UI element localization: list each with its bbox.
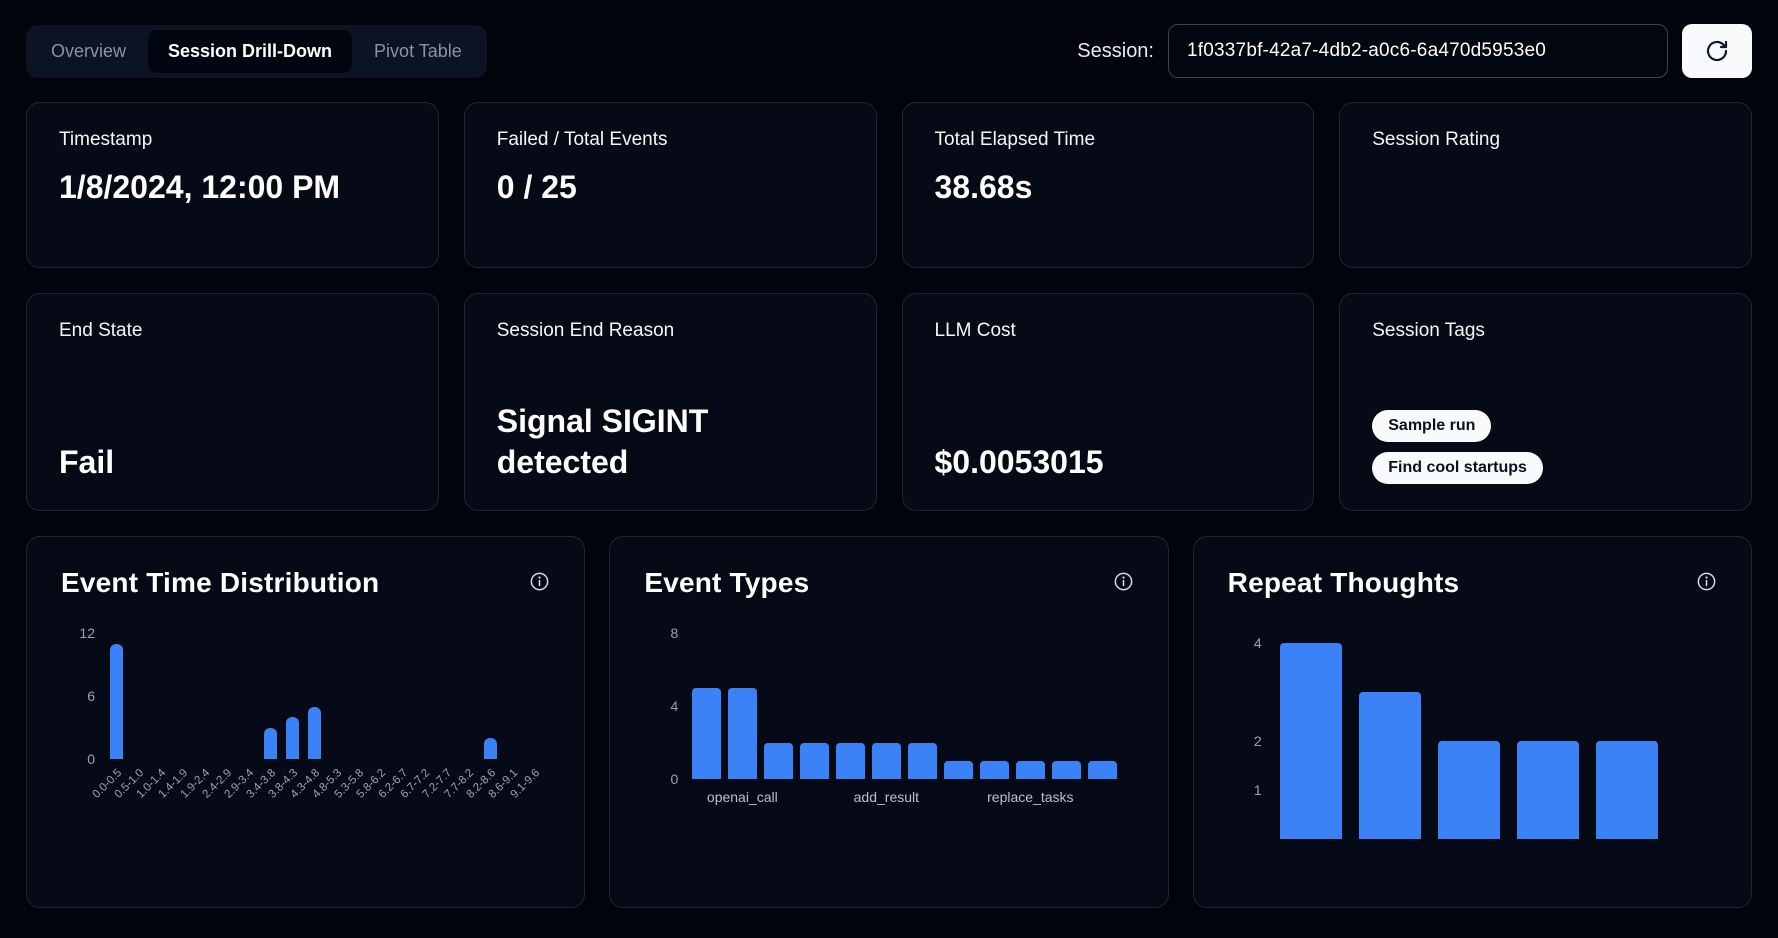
stat-label: End State — [59, 320, 143, 341]
view-tabs: Overview Session Drill-Down Pivot Table — [26, 24, 487, 78]
y-axis-tick: 6 — [87, 688, 95, 704]
bar — [1517, 740, 1580, 839]
refresh-button[interactable] — [1682, 24, 1752, 78]
session-id-input[interactable] — [1168, 24, 1668, 78]
stat-value: 1/8/2024, 12:00 PM — [59, 169, 341, 205]
stat-label: Timestamp — [59, 129, 153, 150]
y-axis-tick: 0 — [670, 771, 679, 787]
bar — [835, 742, 865, 779]
x-axis-label: replace_tasks — [987, 789, 1074, 805]
bar — [307, 706, 321, 759]
session-tag: Find cool startups — [1372, 452, 1543, 484]
y-axis-tick: 8 — [670, 625, 679, 641]
info-icon[interactable] — [1696, 571, 1717, 592]
bar — [799, 742, 829, 779]
event-time-distribution-card: Event Time Distribution 0 6 12 0.0-0.5 0.5-1… — [26, 536, 586, 908]
session-label: Session: — [1077, 39, 1154, 62]
bar — [1596, 740, 1659, 839]
bar — [907, 742, 937, 779]
y-axis-tick: 1 — [1253, 781, 1262, 798]
tab-overview[interactable]: Overview — [31, 30, 146, 73]
bar — [1280, 642, 1343, 839]
bar — [285, 717, 299, 759]
chart-title: Event Types — [644, 567, 810, 598]
stat-value: Signal SIGINT detected — [496, 402, 709, 481]
bar — [1438, 740, 1501, 839]
bar — [1087, 760, 1117, 779]
stat-label: Session Rating — [1372, 129, 1501, 150]
repeat-thoughts-card: Repeat Thoughts 1 2 4 — [1192, 536, 1752, 908]
stat-value: Fail — [59, 444, 115, 481]
charts-row: Event Time Distribution 0 6 12 0.0-0.5 0.5-1… — [26, 536, 1752, 908]
stat-value: $0.0053015 — [934, 444, 1104, 481]
refresh-icon — [1705, 39, 1729, 63]
bar — [1359, 691, 1422, 839]
stats-row-2: End State Fail Session End Reason Signal… — [26, 293, 1752, 511]
stat-value: 38.68s — [934, 169, 1033, 205]
bar — [727, 687, 757, 779]
repeat-thoughts-chart: 1 2 4 — [1228, 633, 1717, 839]
stat-card-session-rating: Session Rating — [1339, 102, 1752, 268]
bar — [1051, 760, 1081, 779]
y-axis-tick: 4 — [1253, 634, 1262, 651]
stat-card-session-tags: Session Tags Sample run Find cool startu… — [1339, 293, 1752, 511]
stat-label: Session End Reason — [496, 320, 675, 341]
bar — [979, 760, 1009, 779]
stat-label: Failed / Total Events — [496, 129, 668, 150]
x-axis-label: add_result — [853, 789, 920, 805]
stat-label: Session Tags — [1372, 320, 1485, 341]
stat-card-failed-total-events: Failed / Total Events 0 / 25 — [463, 102, 877, 268]
info-icon[interactable] — [1113, 571, 1134, 592]
stat-label: Total Elapsed Time — [934, 129, 1096, 150]
stat-card-total-elapsed-time: Total Elapsed Time 38.68s — [901, 102, 1315, 268]
info-icon[interactable] — [529, 571, 550, 592]
bar — [691, 687, 721, 779]
stat-card-llm-cost: LLM Cost $0.0053015 — [901, 293, 1315, 511]
chart-title: Event Time Distribution — [61, 567, 380, 598]
bar — [483, 738, 497, 759]
stat-label: LLM Cost — [934, 320, 1016, 341]
bar — [263, 727, 277, 759]
bar — [1015, 760, 1045, 779]
bar — [871, 742, 901, 779]
bar — [109, 643, 123, 759]
y-axis-tick: 2 — [1253, 732, 1262, 749]
stat-card-timestamp: Timestamp 1/8/2024, 12:00 PM — [26, 102, 439, 268]
event-types-card: Event Types 0 4 8 openai_call add_result repl… — [609, 536, 1169, 908]
stat-card-end-state: End State Fail — [26, 293, 439, 511]
y-axis-tick: 0 — [87, 751, 95, 767]
stat-value: 0 / 25 — [496, 169, 577, 205]
x-axis-label: openai_call — [706, 789, 778, 805]
tab-session-drill-down[interactable]: Session Drill-Down — [148, 29, 353, 73]
bar — [943, 760, 973, 779]
stat-card-session-end-reason: Session End Reason Signal SIGINT detecte… — [463, 293, 877, 511]
session-picker: Session: — [1077, 24, 1752, 78]
topbar: Overview Session Drill-Down Pivot Table … — [26, 24, 1752, 78]
event-types-chart: 0 4 8 openai_call add_result replace_tasks — [644, 625, 1133, 805]
session-tag-list: Sample run Find cool startups — [1372, 410, 1719, 484]
y-axis-tick: 4 — [670, 698, 679, 714]
y-axis-tick: 12 — [79, 625, 95, 641]
stats-row-1: Timestamp 1/8/2024, 12:00 PM Failed / To… — [26, 102, 1752, 268]
chart-title: Repeat Thoughts — [1227, 567, 1460, 598]
session-tag: Sample run — [1372, 410, 1492, 442]
event-time-distribution-chart: 0 6 12 0.0-0.5 0.5-1.0 1.0-1.4 1.4-1.9 1.9-2.4 2… — [61, 625, 550, 821]
bar — [763, 742, 793, 779]
tab-pivot-table[interactable]: Pivot Table — [354, 30, 482, 73]
